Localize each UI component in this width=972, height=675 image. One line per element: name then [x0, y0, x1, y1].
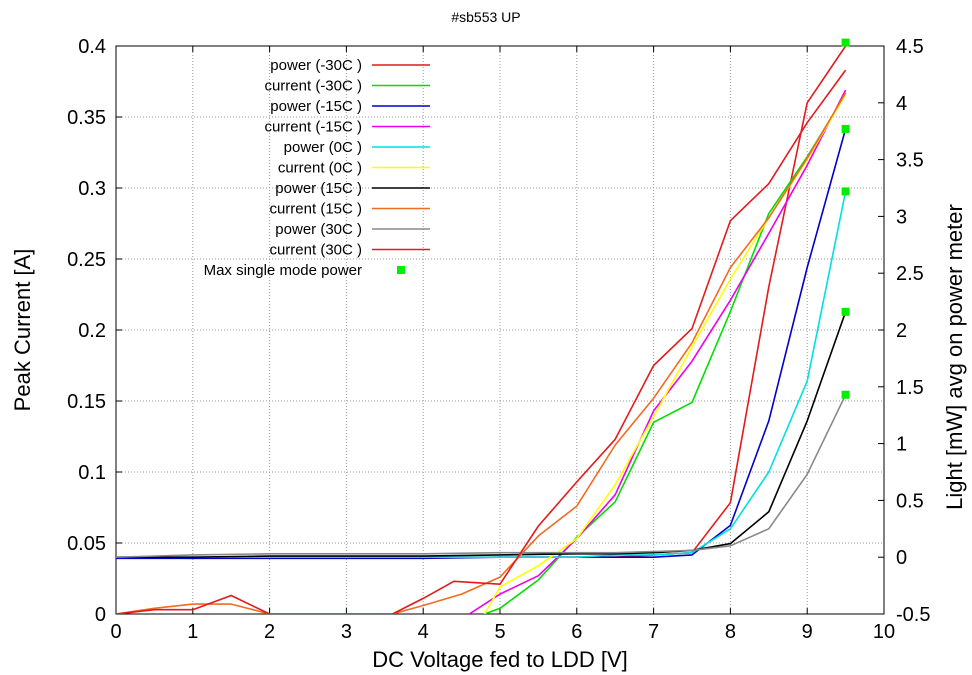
max-power-point — [841, 390, 850, 399]
legend-label: Max single mode power — [204, 262, 362, 279]
y2-tick-label: 1 — [896, 434, 907, 456]
series-line — [116, 128, 847, 560]
legend-label: current (-30C ) — [264, 78, 362, 95]
x-tick-label: 1 — [187, 621, 198, 643]
axis-ticks — [115, 45, 885, 615]
grid — [116, 46, 884, 614]
y-tick-label: 0.4 — [78, 36, 106, 58]
max-power-point — [841, 187, 850, 196]
y2-tick-label: 3 — [896, 206, 907, 228]
legend-label: power (0C ) — [284, 139, 362, 156]
legend-label: current (15C ) — [269, 201, 362, 218]
series-line — [116, 69, 847, 614]
y-tick-label: 0.15 — [67, 391, 106, 413]
x-tick-label: 0 — [110, 621, 121, 643]
y-tick-label: 0.1 — [78, 462, 106, 484]
legend-label: current (0C ) — [278, 160, 362, 177]
series-line — [116, 191, 847, 559]
x-tick-label: 3 — [341, 621, 352, 643]
legend-swatch-point — [397, 266, 405, 274]
x-tick-label: 8 — [725, 621, 736, 643]
y2-tick-label: 0 — [896, 547, 907, 569]
x-tick-label: 4 — [418, 621, 429, 643]
x-axis-label: DC Voltage fed to LDD [V] — [372, 647, 628, 672]
legend-label: power (30C ) — [275, 221, 362, 238]
y2-tick-label: 3.5 — [896, 150, 924, 172]
chart-title: #sb553 UP — [451, 9, 520, 25]
legend: power (-30C ) current (-30C ) power (-15C … — [204, 57, 430, 279]
y2-tick-label: 1.5 — [896, 377, 924, 399]
tick-labels: 0 1 2 3 4 5 6 7 8 9 1000.050.10.150.20.250.30.350.… — [67, 36, 930, 643]
x-tick-label: 5 — [494, 621, 505, 643]
y-tick-label: 0.3 — [78, 178, 106, 200]
x-tick-label: 10 — [873, 621, 895, 643]
y-axis-label: Peak Current [A] — [10, 249, 35, 412]
y2-tick-label: -0.5 — [896, 604, 930, 626]
y2-tick-label: 4.5 — [896, 36, 924, 58]
y-tick-label: 0 — [95, 604, 106, 626]
x-tick-label: 9 — [802, 621, 813, 643]
series-line — [116, 311, 847, 559]
y-tick-label: 0.2 — [78, 320, 106, 342]
y-tick-label: 0.05 — [67, 533, 106, 555]
series-lines — [116, 46, 847, 614]
max-power-point — [841, 307, 850, 316]
series-line — [116, 92, 847, 614]
legend-label: power (15C ) — [275, 180, 362, 197]
max-power-point — [841, 124, 850, 133]
x-tick-label: 2 — [264, 621, 275, 643]
y2-axis-label: Light [mW] avg on power meter — [942, 204, 967, 510]
series-line — [484, 93, 847, 614]
legend-label: current (-15C ) — [264, 119, 362, 136]
legend-label: power (-15C ) — [270, 98, 362, 115]
series-line — [468, 89, 847, 614]
y-tick-label: 0.25 — [67, 249, 106, 271]
y-tick-label: 0.35 — [67, 107, 106, 129]
max-power-points — [841, 38, 850, 399]
y2-tick-label: 2.5 — [896, 263, 924, 285]
legend-label: current (30C ) — [269, 242, 362, 259]
series-line — [116, 394, 847, 558]
y2-tick-label: 4 — [896, 93, 907, 115]
y2-tick-label: 0.5 — [896, 490, 924, 512]
y2-tick-label: 2 — [896, 320, 907, 342]
legend-label: power (-30C ) — [270, 57, 362, 74]
max-power-point — [841, 38, 850, 47]
x-tick-label: 7 — [648, 621, 659, 643]
series-line — [116, 46, 847, 560]
x-tick-label: 6 — [571, 621, 582, 643]
